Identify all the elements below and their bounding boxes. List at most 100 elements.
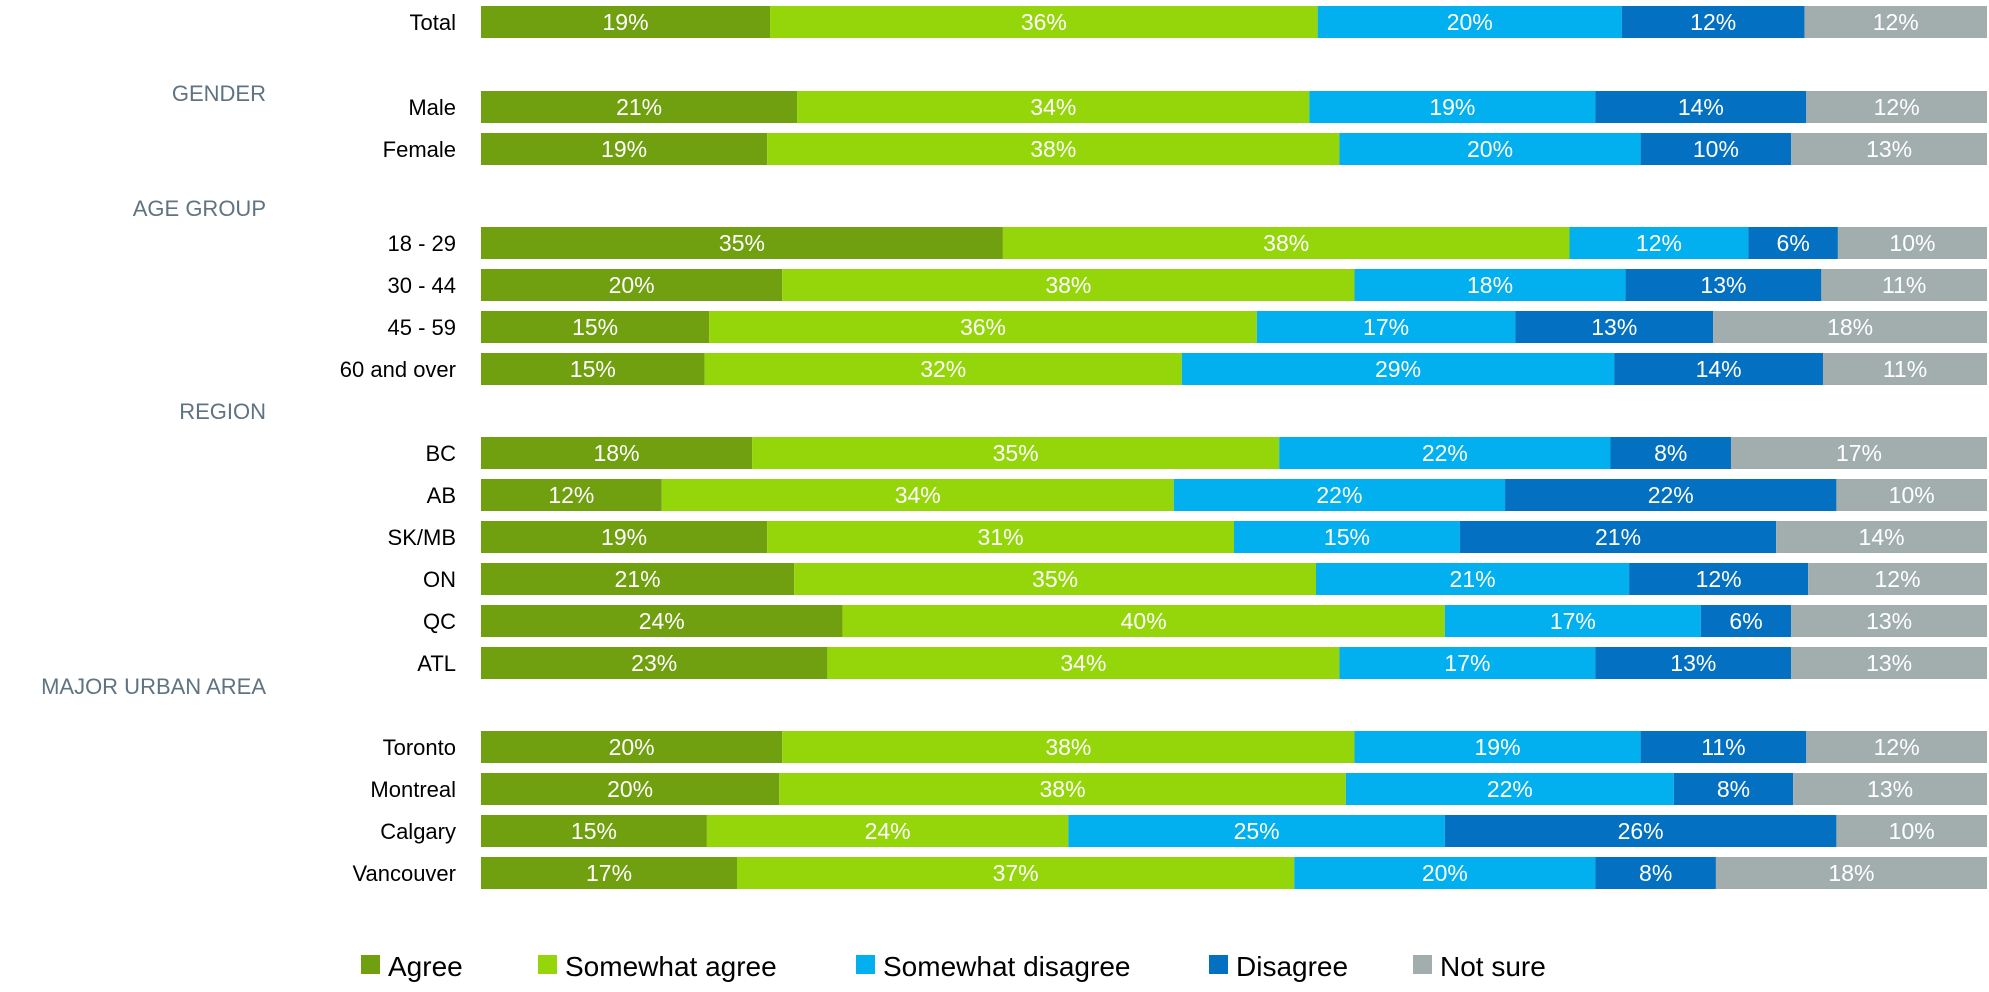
legend-item-not-sure: Not sure [1413,951,1546,982]
data-label: 13% [1700,272,1746,298]
bar-segment-somewhat-disagree [1294,857,1596,889]
bar-row-on: ON 21% 35% 21% 12% 12% [423,563,1987,595]
data-label: 10% [1889,818,1935,844]
bar-segment-agree [481,91,798,123]
data-label: 19% [1429,94,1475,120]
data-label: 13% [1866,136,1912,162]
bar-segment-somewhat-agree [767,521,1234,553]
data-label: 6% [1729,608,1762,634]
data-label: 38% [1039,776,1085,802]
bar-segment-somewhat-agree [737,857,1295,889]
data-label: 18% [1828,860,1874,886]
legend-label: Somewhat disagree [883,951,1130,982]
bar-segment-somewhat-disagree [1181,353,1615,385]
data-label: 15% [571,818,617,844]
legend-item-agree: Agree [361,951,463,982]
bar-segment-somewhat-disagree [1234,521,1460,553]
row-label: ATL [417,651,456,676]
data-label: 35% [719,230,765,256]
data-label: 25% [1234,818,1280,844]
data-label: 17% [1363,314,1409,340]
data-label: 38% [1263,230,1309,256]
bar-row-sk-mb: SK/MB 19% 31% 15% 21% 14% [388,521,1987,553]
data-label: 21% [1595,524,1641,550]
row-label: 18 - 29 [388,231,457,256]
bar-row-30-44: 30 - 44 20% 38% 18% 13% 11% [388,269,1987,301]
bar-segment-not-sure [1715,857,1987,889]
bar-segment-not-sure [1713,311,1987,343]
data-label: 36% [1021,9,1067,35]
bar-segment-agree [481,857,738,889]
data-label: 38% [1030,136,1076,162]
data-label: 15% [572,314,618,340]
bar-segment-somewhat-disagree [1339,133,1641,165]
bar-segment-not-sure [1836,479,1987,511]
bar-segment-somewhat-disagree [1068,815,1445,847]
data-label: 37% [993,860,1039,886]
row-label: 45 - 59 [388,315,457,340]
legend-label: Not sure [1440,951,1546,982]
bar-segment-not-sure [1837,227,1987,259]
bar-segment-agree [481,647,828,679]
data-label: 34% [1030,94,1076,120]
data-label: 34% [1060,650,1106,676]
bar-segment-not-sure [1806,91,1987,123]
bar-segment-not-sure [1836,815,1987,847]
bar-segment-not-sure [1804,6,1987,38]
bar-segment-somewhat-agree [794,563,1317,595]
data-label: 32% [920,356,966,382]
bar-segment-somewhat-disagree [1279,437,1611,469]
bar-segment-disagree [1625,269,1822,301]
data-label: 18% [1467,272,1513,298]
bar-segment-agree [481,133,768,165]
row-label: Female [383,137,456,162]
data-label: 13% [1670,650,1716,676]
bar-row-atl: ATL 23% 34% 17% 13% 13% [417,647,1987,679]
bar-segment-agree [481,227,1003,259]
data-label: 20% [1467,136,1513,162]
bar-segment-disagree [1595,91,1807,123]
legend-item-somewhat-disagree: Somewhat disagree [856,951,1130,982]
data-label: 14% [1859,524,1905,550]
data-label: 13% [1866,608,1912,634]
bar-segment-disagree [1700,605,1792,637]
group-label-major-urban-area: MAJOR URBAN AREA [41,674,266,699]
bar-segment-disagree [1629,563,1809,595]
bar-segment-somewhat-disagree [1173,479,1506,511]
data-label: 12% [1690,9,1736,35]
data-label: 21% [615,566,661,592]
group-label-gender: GENDER [172,81,266,106]
row-label: QC [423,609,456,634]
data-label: 29% [1375,356,1421,382]
bar-segment-somewhat-disagree [1345,773,1674,805]
bar-segment-disagree [1640,133,1792,165]
bar-row-toronto: Toronto 20% 38% 19% 11% 12% [383,731,1987,763]
data-label: 38% [1045,272,1091,298]
bar-segment-agree [481,563,795,595]
data-label: 10% [1889,482,1935,508]
bar-row-female: Female 19% 38% 20% 10% 13% [383,133,1987,165]
data-label: 20% [1422,860,1468,886]
bar-row-bc: BC 18% 35% 22% 8% 17% [425,437,1987,469]
bar-row-total: Total 19% 36% 20% 12% 12% [410,6,1987,38]
data-label: 34% [895,482,941,508]
bar-segment-somewhat-disagree [1317,6,1622,38]
row-label: Vancouver [352,861,456,886]
data-label: 12% [1874,734,1920,760]
data-label: 12% [1874,94,1920,120]
legend-swatch [1413,955,1432,974]
row-label: Toronto [383,735,456,760]
data-label: 17% [586,860,632,886]
bar-segment-somewhat-agree [1002,227,1570,259]
data-label: 20% [609,272,655,298]
data-label: 31% [978,524,1024,550]
bar-row-60-and-over: 60 and over 15% 32% 29% 14% 11% [340,353,1987,385]
bar-segment-disagree [1595,647,1792,679]
bar-segment-not-sure [1793,773,1987,805]
legend-item-somewhat-agree: Somewhat agree [538,951,777,982]
row-label: 30 - 44 [388,273,457,298]
bar-segment-somewhat-disagree [1339,647,1596,679]
data-label: 15% [1324,524,1370,550]
data-label: 20% [609,734,655,760]
group-label-age-group: AGE GROUP [133,196,266,221]
